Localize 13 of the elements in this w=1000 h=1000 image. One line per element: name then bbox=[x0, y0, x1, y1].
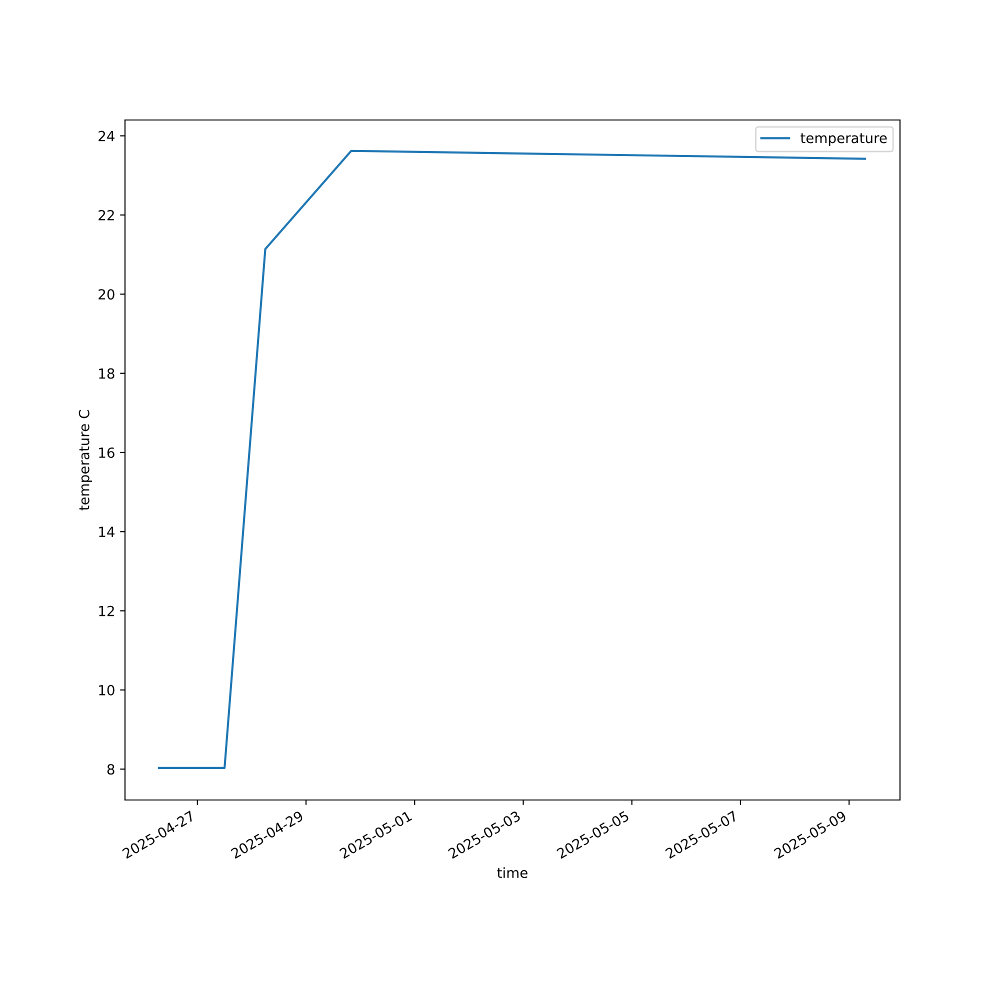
legend-label: temperature bbox=[800, 133, 887, 146]
y-tick-label: 18 bbox=[99, 368, 114, 379]
y-tick-label: 14 bbox=[99, 526, 114, 537]
line-series bbox=[158, 150, 866, 769]
y-tick-label: 8 bbox=[107, 764, 114, 775]
y-tick-label: 12 bbox=[99, 606, 114, 616]
y-tick-label: 20 bbox=[98, 289, 114, 300]
x-axis-title: time bbox=[497, 867, 528, 878]
y-tick-label: 24 bbox=[98, 130, 114, 142]
y-tick-label: 16 bbox=[99, 447, 114, 458]
y-tick-label: 10 bbox=[99, 684, 114, 696]
y-axis-title: temperature C bbox=[78, 410, 92, 510]
y-tick-label: 22 bbox=[98, 210, 114, 220]
